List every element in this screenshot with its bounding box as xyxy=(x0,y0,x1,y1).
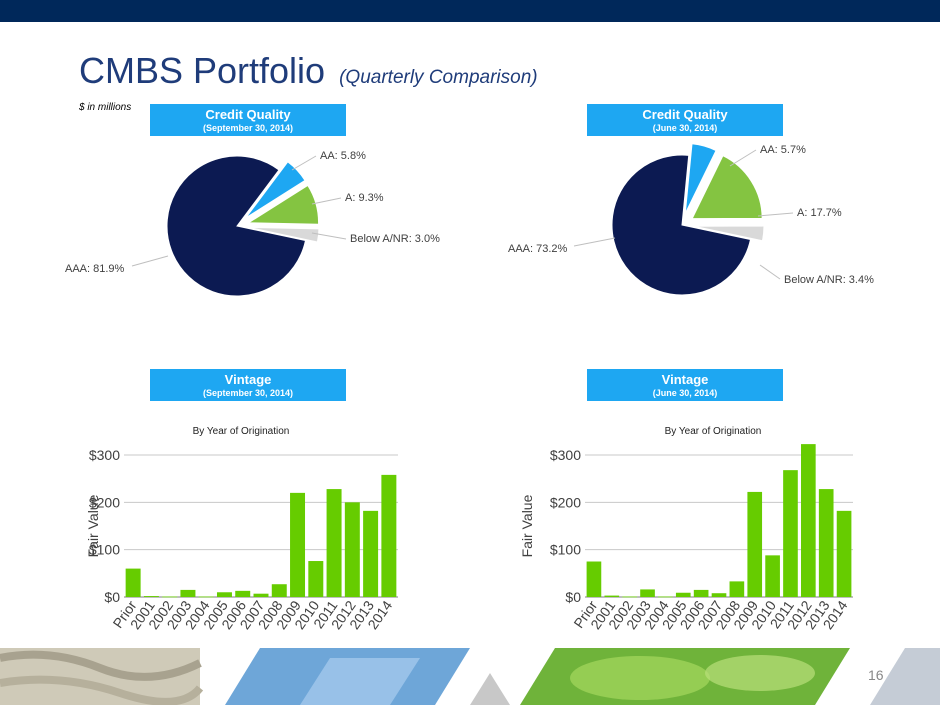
leaf-shape xyxy=(570,656,710,700)
pie-leader-line xyxy=(757,212,794,217)
y-tick-label: $100 xyxy=(89,542,120,558)
bar-2006 xyxy=(235,590,251,597)
header-line2: (September 30, 2014) xyxy=(202,388,294,398)
bar-2005 xyxy=(216,592,232,597)
bar-2011 xyxy=(326,489,342,597)
bar-chart-title: By Year of Origination xyxy=(665,426,762,437)
page-title: CMBS Portfolio (Quarterly Comparison) xyxy=(79,50,538,92)
bar-2004 xyxy=(658,596,673,598)
bar-2002 xyxy=(162,596,178,598)
y-tick-label: $200 xyxy=(89,494,120,510)
bar-prior xyxy=(125,568,141,597)
y-tick-label: $200 xyxy=(550,494,581,510)
header-vintage-sep: Vintage (September 30, 2014) xyxy=(150,369,346,401)
bar-2001 xyxy=(604,595,620,597)
bar-2012 xyxy=(344,502,360,597)
header-line2: (June 30, 2014) xyxy=(652,123,718,133)
bar-2010 xyxy=(765,555,780,597)
bar-2009 xyxy=(290,492,306,597)
y-axis-label: Fair Value xyxy=(519,494,535,557)
bar-2007 xyxy=(253,593,269,597)
cloud-shape xyxy=(300,658,420,705)
pie-leader-line xyxy=(311,232,347,240)
pie-slice-aaa xyxy=(166,155,307,297)
bar-2003 xyxy=(640,589,655,597)
header-line1: Credit Quality xyxy=(205,107,291,122)
pie-slice-below-a-nr xyxy=(248,226,320,243)
top-banner xyxy=(0,0,940,22)
bar-2009 xyxy=(747,491,763,597)
pie-leader-line xyxy=(759,264,781,280)
pie-leader-line xyxy=(311,197,342,205)
photo-divider xyxy=(200,648,260,705)
pie-leader-line xyxy=(291,155,317,171)
bar-chart-title: By Year of Origination xyxy=(193,426,290,437)
rope-strand xyxy=(0,650,202,681)
bar-2010 xyxy=(308,561,324,597)
bar-2003 xyxy=(180,589,196,597)
pie-label: Below A/NR: 3.4% xyxy=(784,274,874,286)
pie-label: AAA: 73.2% xyxy=(508,243,568,255)
bar-2008 xyxy=(729,581,745,597)
y-tick-label: $300 xyxy=(550,447,581,463)
bar-2006 xyxy=(693,589,709,597)
bar-2013 xyxy=(818,489,834,597)
bar-2014 xyxy=(381,474,397,597)
header-line2: (June 30, 2014) xyxy=(652,388,718,398)
pie-leader-line xyxy=(573,237,616,247)
bar-2002 xyxy=(622,596,637,598)
y-tick-label: $100 xyxy=(550,542,581,558)
leaf-shape xyxy=(705,655,815,691)
y-tick-label: $0 xyxy=(104,589,120,605)
pie-slice-aa xyxy=(684,143,717,214)
page-number: 16 xyxy=(868,667,884,683)
header-line1: Vintage xyxy=(661,372,709,387)
bar-2014 xyxy=(836,510,852,597)
pie-slice-a xyxy=(691,155,763,220)
bar-2008 xyxy=(271,584,287,597)
pie-label: Below A/NR: 3.0% xyxy=(350,233,440,245)
pie-label: A: 9.3% xyxy=(345,192,384,204)
bar-prior xyxy=(586,561,602,597)
gray-triangle xyxy=(470,673,510,705)
y-axis-label: Fair Value xyxy=(85,494,101,557)
bar-2007 xyxy=(711,593,727,597)
pie-label: AA: 5.7% xyxy=(760,144,806,156)
pie-label: A: 17.7% xyxy=(797,207,842,219)
pie-slice-aa xyxy=(245,161,306,219)
pie-slice-below-a-nr xyxy=(693,225,765,242)
header-credit-quality-jun: Credit Quality (June 30, 2014) xyxy=(587,104,783,136)
page-title-text: CMBS Portfolio xyxy=(79,50,326,91)
pie-slice-a xyxy=(246,184,320,225)
pie-leader-line xyxy=(131,255,169,267)
pie-label: AAA: 81.9% xyxy=(65,263,125,275)
header-line2: (September 30, 2014) xyxy=(202,123,294,133)
pie-leader-line xyxy=(729,149,757,167)
bar-2012 xyxy=(801,444,816,597)
y-tick-label: $0 xyxy=(565,589,581,605)
bar-2001 xyxy=(143,596,159,597)
gray-corner xyxy=(870,648,940,705)
y-tick-label: $300 xyxy=(89,447,120,463)
rope-strand xyxy=(0,675,204,705)
bar-2013 xyxy=(363,510,379,597)
header-line1: Vintage xyxy=(224,372,272,387)
header-credit-quality-sep: Credit Quality (September 30, 2014) xyxy=(150,104,346,136)
pie-label: AA: 5.8% xyxy=(320,150,366,162)
units-note: $ in millions xyxy=(79,102,132,113)
pie-slice-aaa xyxy=(611,154,752,296)
header-vintage-jun: Vintage (June 30, 2014) xyxy=(587,369,783,401)
header-line1: Credit Quality xyxy=(642,107,728,122)
bar-2011 xyxy=(783,470,798,597)
decorative-photo-strip xyxy=(0,648,940,705)
bar-2004 xyxy=(198,596,214,598)
page-subtitle: (Quarterly Comparison) xyxy=(339,67,538,88)
bar-2005 xyxy=(675,592,691,597)
